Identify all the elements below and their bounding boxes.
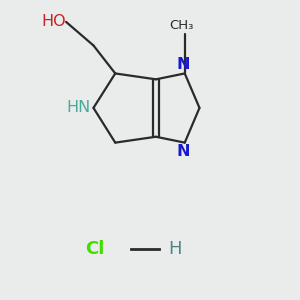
Text: CH₃: CH₃ bbox=[169, 19, 194, 32]
Text: N: N bbox=[176, 144, 190, 159]
Text: Cl: Cl bbox=[85, 240, 104, 258]
Text: HN: HN bbox=[66, 100, 91, 115]
Text: N: N bbox=[176, 57, 190, 72]
Text: HO: HO bbox=[41, 14, 66, 29]
Text: H: H bbox=[168, 240, 182, 258]
